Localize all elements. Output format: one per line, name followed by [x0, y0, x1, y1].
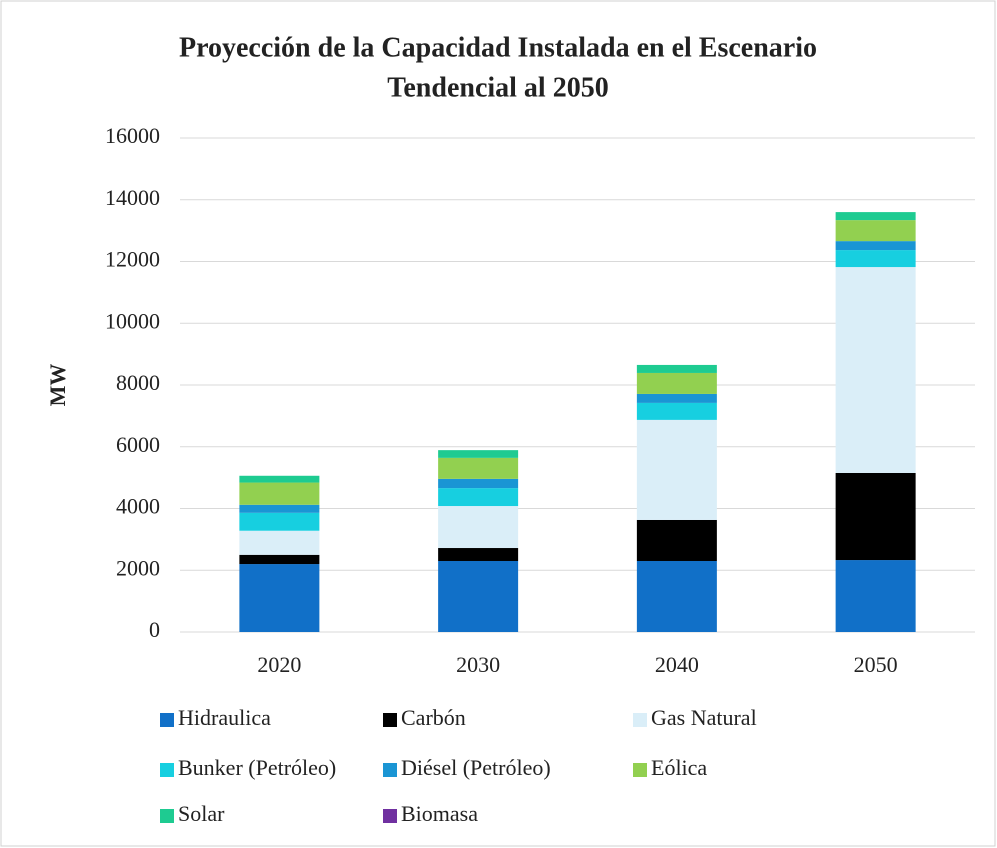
bar-segment	[835, 220, 916, 242]
bar-segment	[239, 530, 320, 555]
legend-label: Solar	[178, 801, 225, 826]
bar-segment	[239, 512, 320, 531]
legend-swatch	[633, 763, 647, 777]
legend-swatch	[160, 763, 174, 777]
y-tick-label: 4000	[116, 494, 160, 519]
bar-segment	[438, 488, 519, 507]
legend-label: Bunker (Petróleo)	[178, 755, 336, 780]
bar-segment	[438, 450, 519, 458]
bar-segment	[438, 457, 519, 479]
y-tick-label: 16000	[105, 123, 160, 148]
bar-segment	[636, 393, 717, 403]
bar-segment	[438, 560, 519, 632]
x-tick-label: 2050	[854, 652, 898, 677]
y-tick-label: 12000	[105, 247, 160, 272]
bar-segment	[636, 402, 717, 420]
legend-label: Eólica	[651, 755, 707, 780]
legend-swatch	[383, 809, 397, 823]
bar-segment	[636, 519, 717, 561]
y-tick-label: 6000	[116, 432, 160, 457]
x-tick-label: 2040	[655, 652, 699, 677]
y-tick-label: 10000	[105, 308, 160, 333]
legend-label: Gas Natural	[651, 705, 757, 730]
bar-segment	[636, 560, 717, 632]
y-tick-label: 0	[149, 617, 160, 642]
bar-segment	[239, 504, 320, 513]
y-tick-label: 14000	[105, 185, 160, 210]
legend-label: Biomasa	[401, 801, 478, 826]
bar-segment	[239, 554, 320, 565]
legend-swatch	[383, 713, 397, 727]
bar-segment	[835, 472, 916, 561]
bar-segment	[438, 506, 519, 549]
bar-segment	[239, 482, 320, 505]
legend-swatch	[633, 713, 647, 727]
bar-segment	[438, 478, 519, 489]
bar-segment	[835, 560, 916, 632]
chart-title: Tendencial al 2050	[387, 72, 608, 103]
bar-segment	[239, 564, 320, 632]
bar-segment	[636, 364, 717, 373]
legend-label: Carbón	[401, 705, 466, 730]
bar-segment	[239, 475, 320, 483]
legend-label: Diésel (Petróleo)	[401, 755, 551, 780]
x-tick-label: 2030	[456, 652, 500, 677]
legend-swatch	[160, 713, 174, 727]
bar-segment	[835, 241, 916, 251]
chart-title: Proyección de la Capacidad Instalada en …	[179, 32, 817, 63]
bar-segment	[636, 372, 717, 394]
bar-segment	[835, 250, 916, 268]
x-tick-label: 2020	[257, 652, 301, 677]
bar-segment	[636, 419, 717, 520]
legend-label: Hidraulica	[178, 705, 271, 730]
legend-swatch	[383, 763, 397, 777]
y-tick-label: 8000	[116, 370, 160, 395]
legend-swatch	[160, 809, 174, 823]
y-axis-label: MW	[45, 364, 70, 407]
bar-segment	[835, 267, 916, 473]
bar-segment	[835, 212, 916, 221]
bar-segment	[438, 548, 519, 561]
y-tick-label: 2000	[116, 555, 160, 580]
